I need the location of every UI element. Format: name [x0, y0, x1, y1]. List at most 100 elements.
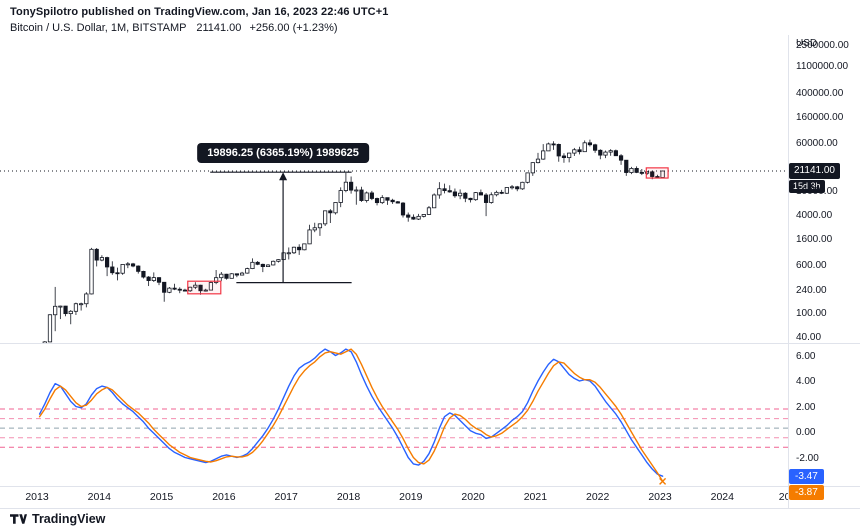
- candle-body: [598, 149, 603, 156]
- candle-body: [520, 181, 525, 190]
- candle-body: [260, 263, 265, 267]
- candle-body: [42, 341, 47, 343]
- candle-body: [234, 273, 239, 276]
- chart-canvas[interactable]: [0, 0, 788, 508]
- pane-separator[interactable]: [0, 343, 860, 344]
- candle-body: [203, 289, 208, 292]
- price-tick-label: 400000.00: [796, 88, 844, 100]
- candle-body: [328, 210, 333, 214]
- candle-body: [437, 188, 442, 196]
- measure-arrowhead-icon: [279, 172, 288, 181]
- candle-body: [276, 259, 281, 262]
- candle-body: [323, 210, 328, 225]
- price-tick-label: 100.00: [796, 307, 827, 319]
- tradingview-logo-text[interactable]: TradingView: [32, 512, 106, 526]
- price-tick-label: 60000.00: [796, 138, 838, 150]
- candle-body: [177, 288, 182, 291]
- time-tick-label: 2019: [399, 491, 423, 503]
- footer-separator: [0, 508, 860, 509]
- candle-body: [603, 151, 608, 156]
- price-tick-label: 1100000.00: [796, 61, 849, 73]
- candle-body: [110, 266, 115, 274]
- candle-body: [525, 172, 530, 183]
- candle-body: [478, 192, 483, 196]
- candle-body: [125, 263, 130, 266]
- last-value-cross-icon: [659, 477, 667, 485]
- candle-body: [473, 192, 478, 201]
- candle-body: [250, 261, 255, 270]
- price-scale[interactable]: USD 21141.00 15d 3h -3.47 -3.87 2500000.…: [788, 35, 860, 508]
- highlight-box[interactable]: [187, 280, 222, 295]
- candle-body: [156, 277, 162, 283]
- candle-body: [53, 305, 58, 316]
- candle-body: [406, 214, 411, 218]
- candle-body: [348, 181, 354, 191]
- price-pane[interactable]: [0, 139, 788, 368]
- candle-body: [644, 171, 650, 174]
- candle-body: [613, 150, 618, 157]
- candle-body: [338, 190, 343, 203]
- symbol-title: Bitcoin / U.S. Dollar, 1M, BITSTAMP: [10, 22, 187, 34]
- price-tick-label: 2500000.00: [796, 39, 849, 51]
- candle-body: [380, 197, 385, 204]
- candle-body: [120, 264, 125, 274]
- candle-body: [483, 194, 489, 203]
- candle-body: [333, 202, 338, 214]
- candle-body: [468, 197, 473, 201]
- candle-body: [239, 272, 245, 276]
- time-tick-label: 2016: [212, 491, 236, 503]
- candle-body: [208, 282, 214, 291]
- highlight-box[interactable]: [645, 167, 669, 179]
- candle-body: [618, 155, 624, 161]
- time-tick-label: 2013: [25, 491, 49, 503]
- time-tick-label: 20: [778, 491, 788, 503]
- candle-body: [343, 181, 349, 191]
- candle-body: [141, 270, 146, 278]
- price-tick-label: 40.00: [796, 332, 822, 344]
- candle-body: [224, 273, 229, 279]
- time-tick-label: 2022: [586, 491, 610, 503]
- time-tick-label: 2017: [274, 491, 298, 503]
- candle-body: [530, 162, 535, 174]
- candle-body: [556, 144, 561, 157]
- candle-body: [73, 303, 79, 312]
- candle-body: [385, 197, 390, 201]
- candle-body: [188, 286, 193, 292]
- candle-body: [650, 171, 655, 177]
- candle-body: [608, 150, 613, 153]
- candle-body: [255, 261, 260, 265]
- candle-body: [38, 355, 41, 366]
- candle-body: [426, 207, 432, 215]
- candle-body: [219, 273, 224, 279]
- candle-body: [89, 248, 94, 295]
- candle-body: [354, 189, 359, 192]
- candle-body: [307, 229, 312, 245]
- price-tick-label: 600.00: [796, 260, 827, 272]
- candle-body: [639, 172, 644, 174]
- time-scale[interactable]: 2013 2014 2015 2016 2017 2018 2019 2020 2021 2022…: [0, 487, 788, 508]
- indicator-tick-label: -2.00: [796, 452, 819, 464]
- price-tick-label: 10000.00: [796, 185, 838, 197]
- price-tick-label: 160000.00: [796, 112, 844, 124]
- candle-body: [499, 191, 504, 194]
- tradingview-logo-icon[interactable]: [10, 514, 27, 524]
- symbol-line: Bitcoin / U.S. Dollar, 1M, BITSTAMP 2114…: [10, 22, 388, 34]
- indicator-pane[interactable]: [0, 348, 788, 485]
- candle-body: [130, 263, 136, 267]
- candle-body: [364, 192, 369, 201]
- candle-body: [374, 198, 380, 204]
- candle-body: [58, 305, 63, 308]
- current-price-badge: 21141.00: [789, 163, 840, 179]
- currency-label: USD: [796, 38, 818, 49]
- indicator-tick-label: 4.00: [796, 376, 816, 387]
- candle-body: [271, 260, 276, 266]
- time-tick-label: 2018: [336, 491, 361, 503]
- candle-body: [146, 276, 151, 281]
- candle-body: [504, 187, 509, 194]
- candle-body: [302, 243, 307, 251]
- candle-body: [172, 287, 177, 290]
- candle-body: [99, 257, 104, 261]
- candle-body: [47, 314, 53, 343]
- candle-body: [567, 152, 572, 159]
- candle-body: [494, 191, 499, 196]
